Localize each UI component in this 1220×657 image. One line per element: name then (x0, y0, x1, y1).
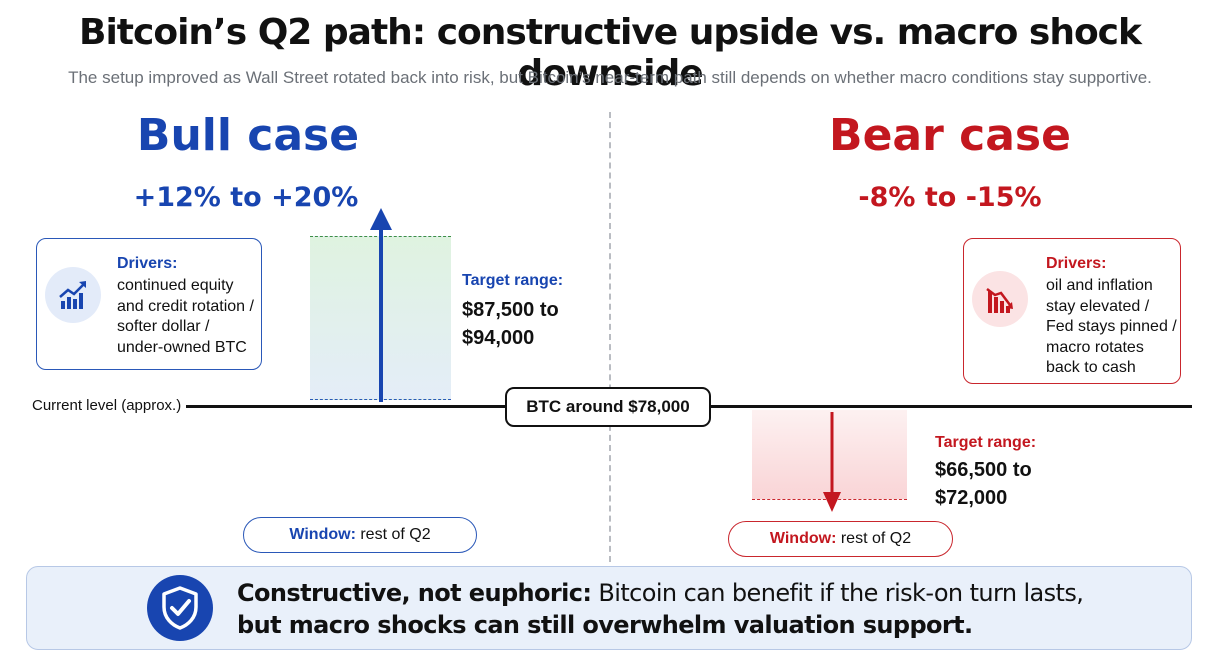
bull-driver-line: softer dollar / (117, 318, 210, 335)
bull-driver-line: continued equity (117, 277, 234, 294)
bear-window-value: rest of Q2 (840, 530, 912, 547)
bull-drivers-list: continued equity and credit rotation / s… (117, 276, 263, 358)
bear-case-title: Bear case (829, 110, 1071, 161)
bull-target-line: $94,000 (462, 327, 535, 349)
bull-case-title: Bull case (136, 110, 360, 161)
bear-target-zone (752, 410, 907, 500)
bear-drivers-list: oil and inflation stay elevated / Fed st… (1046, 276, 1180, 379)
bull-case-range: +12% to +20% (133, 182, 359, 213)
bear-target-value: $66,500 to $72,000 (935, 456, 1032, 512)
btc-current-pill: BTC around $78,000 (505, 387, 711, 427)
current-level-label: Current level (approx.) (32, 397, 182, 414)
bull-driver-line: under-owned BTC (117, 338, 247, 356)
bear-driver-line: stay elevated / (1046, 297, 1150, 315)
summary-bold-lead: Constructive, not euphoric: (237, 579, 592, 607)
bull-target-value: $87,500 to $94,000 (462, 296, 559, 352)
summary-line-1: Constructive, not euphoric: Bitcoin can … (237, 577, 1137, 609)
bear-driver-line: oil and inflation (1046, 277, 1153, 294)
trending-up-chart-icon (45, 267, 101, 323)
center-divider (609, 112, 611, 562)
bull-drivers-heading: Drivers: (117, 255, 178, 272)
bear-driver-line: macro rotates (1046, 338, 1144, 356)
bull-driver-line: and credit rotation / (117, 297, 254, 315)
summary-banner: Constructive, not euphoric: Bitcoin can … (26, 566, 1192, 650)
bear-case-range: -8% to -15% (858, 182, 1042, 213)
shield-check-icon (147, 575, 213, 641)
summary-line-1-rest: Bitcoin can benefit if the risk-on turn … (591, 579, 1084, 607)
page-title: Bitcoin’s Q2 path: constructive upside v… (79, 12, 1142, 94)
bull-target-line: $87,500 to (462, 299, 559, 321)
summary-line-2: but macro shocks can still overwhelm val… (237, 611, 973, 639)
trending-down-chart-icon (972, 271, 1028, 327)
bear-target-heading: Target range: (935, 434, 1037, 451)
bull-window-pill: Window: rest of Q2 (243, 517, 477, 553)
bear-driver-line: Fed stays pinned / (1046, 318, 1177, 335)
bull-target-heading: Target range: (462, 272, 564, 289)
bear-window-label: Window: (769, 530, 837, 547)
bear-target-line: $66,500 to (935, 459, 1032, 481)
bear-window-pill: Window: rest of Q2 (728, 521, 953, 557)
summary-text: Constructive, not euphoric: Bitcoin can … (237, 577, 1137, 641)
bear-drivers-box: Drivers: oil and inflation stay elevated… (963, 238, 1181, 384)
bear-target-line: $72,000 (935, 487, 1008, 509)
bull-window-value: rest of Q2 (360, 526, 431, 543)
page-subtitle: The setup improved as Wall Street rotate… (68, 68, 1152, 87)
up-arrow-icon (370, 208, 392, 402)
bear-driver-line: back to cash (1046, 359, 1136, 376)
bear-drivers-heading: Drivers: (1046, 255, 1107, 272)
down-arrow-icon (823, 412, 841, 512)
bull-drivers-box: Drivers: continued equity and credit rot… (36, 238, 262, 370)
bull-window-label: Window: (289, 526, 356, 543)
